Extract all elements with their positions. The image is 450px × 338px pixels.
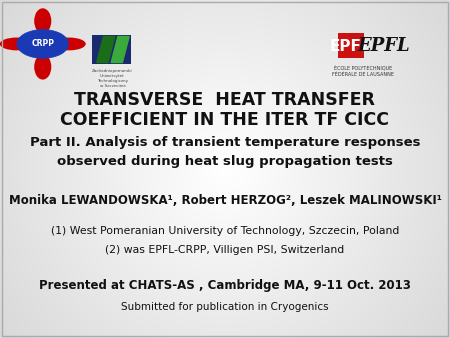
- Polygon shape: [97, 37, 115, 63]
- Text: Part II. Analysis of transient temperature responses: Part II. Analysis of transient temperatu…: [30, 136, 420, 149]
- Text: EPFL: EPFL: [358, 37, 410, 55]
- Polygon shape: [111, 37, 129, 63]
- Ellipse shape: [0, 38, 33, 50]
- Text: (2) was EPFL-CRPP, Villigen PSI, Switzerland: (2) was EPFL-CRPP, Villigen PSI, Switzer…: [105, 245, 345, 255]
- Ellipse shape: [17, 30, 68, 58]
- Text: (1) West Pomeranian University of Technology, Szczecin, Poland: (1) West Pomeranian University of Techno…: [51, 226, 399, 236]
- Ellipse shape: [52, 38, 86, 50]
- Ellipse shape: [34, 54, 51, 79]
- Ellipse shape: [34, 8, 51, 34]
- Text: CRPP: CRPP: [31, 40, 54, 48]
- Text: Zachodniopomorski
Uniwersytet
Technologiczny
w Szczecinie: Zachodniopomorski Uniwersytet Technologi…: [92, 69, 133, 88]
- FancyBboxPatch shape: [338, 33, 364, 58]
- Text: Submitted for publication in Cryogenics: Submitted for publication in Cryogenics: [121, 301, 329, 312]
- Text: TRANSVERSE  HEAT TRANSFER: TRANSVERSE HEAT TRANSFER: [75, 91, 375, 109]
- Text: observed during heat slug propagation tests: observed during heat slug propagation te…: [57, 155, 393, 168]
- FancyBboxPatch shape: [92, 35, 130, 64]
- Text: ÉCOLE POLYTECHNIQUE
FÉDÉRALE DE LAUSANNE: ÉCOLE POLYTECHNIQUE FÉDÉRALE DE LAUSANNE: [332, 65, 394, 77]
- Text: EPFL: EPFL: [330, 39, 371, 54]
- Text: Presented at CHATS-AS , Cambridge MA, 9-11 Oct. 2013: Presented at CHATS-AS , Cambridge MA, 9-…: [39, 279, 411, 292]
- Text: COEFFICIENT IN THE ITER TF CICC: COEFFICIENT IN THE ITER TF CICC: [60, 111, 390, 129]
- Text: Monika LEWANDOWSKA¹, Robert HERZOG², Leszek MALINOWSKI¹: Monika LEWANDOWSKA¹, Robert HERZOG², Les…: [9, 194, 441, 207]
